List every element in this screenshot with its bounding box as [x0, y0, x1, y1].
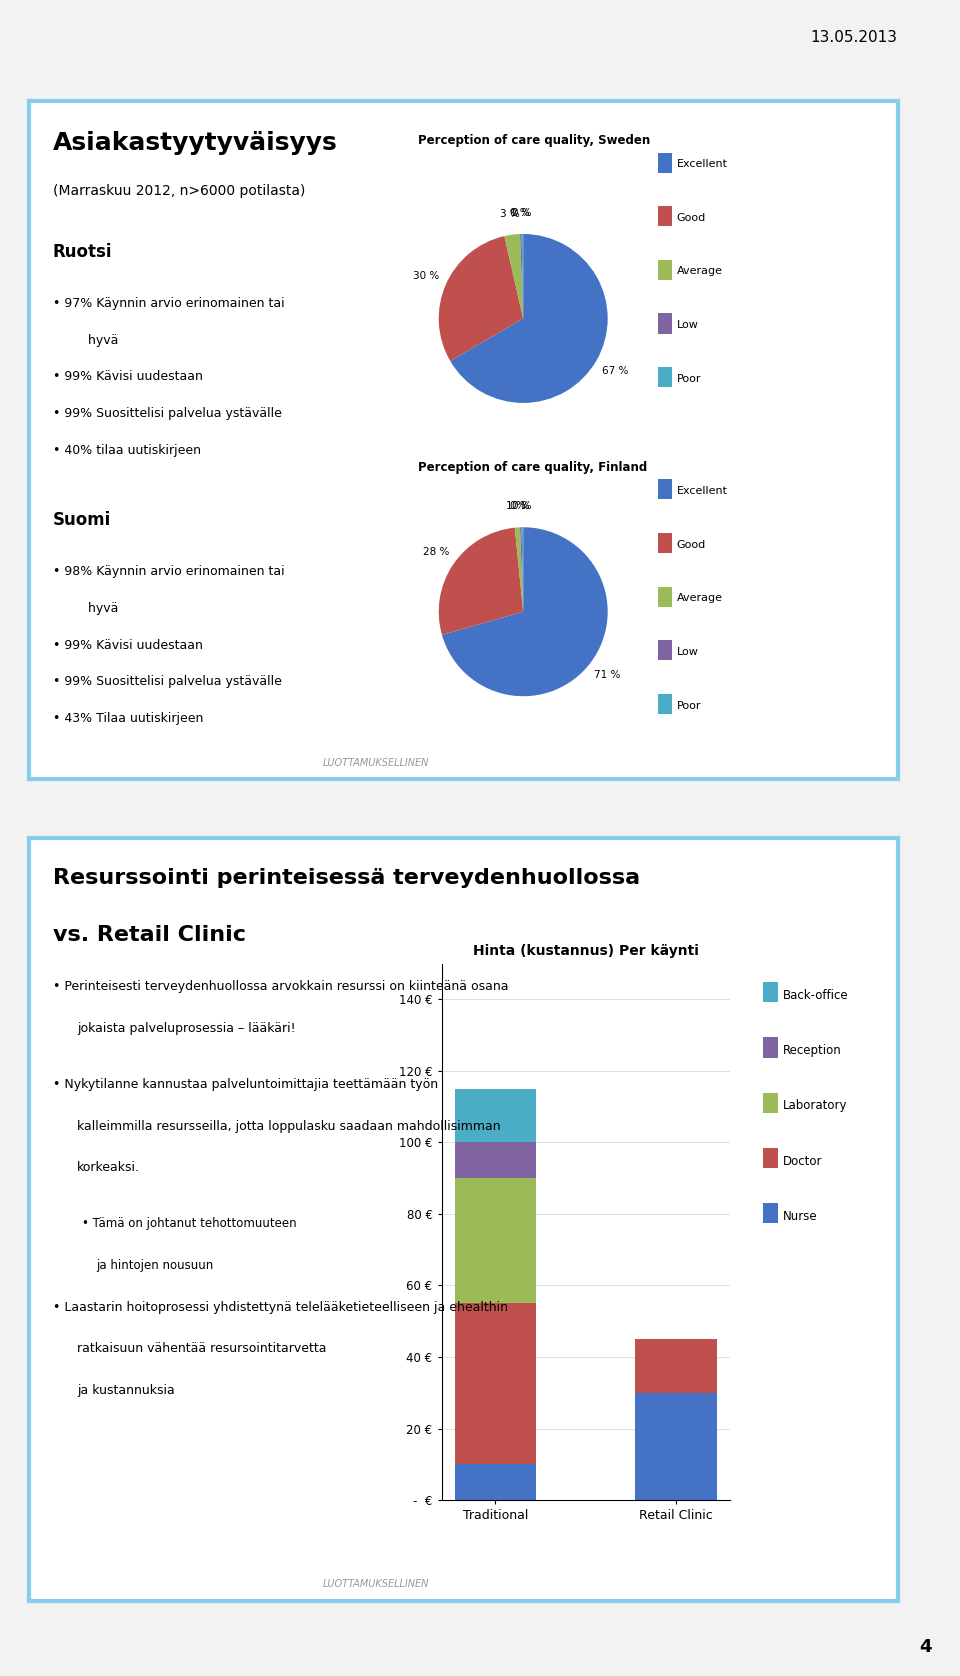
- Text: • Laastarin hoitoprosessi yhdistettynä telelääketieteelliseen ja ehealthin: • Laastarin hoitoprosessi yhdistettynä t…: [53, 1301, 508, 1314]
- Text: 13.05.2013: 13.05.2013: [810, 30, 898, 45]
- Text: Suomi: Suomi: [53, 511, 111, 530]
- Text: Poor: Poor: [677, 374, 702, 384]
- Title: Hinta (kustannus) Per käynti: Hinta (kustannus) Per käynti: [472, 944, 699, 959]
- Text: ja kustannuksia: ja kustannuksia: [77, 1384, 175, 1398]
- Bar: [455, 1178, 536, 1304]
- Wedge shape: [439, 236, 523, 360]
- Text: Good: Good: [677, 213, 706, 223]
- Text: 0 %: 0 %: [511, 208, 530, 218]
- Text: LUOTTAMUKSELLINEN: LUOTTAMUKSELLINEN: [324, 1579, 429, 1589]
- Text: Excellent: Excellent: [677, 159, 728, 169]
- Text: jokaista palveluprosessia – lääkäri!: jokaista palveluprosessia – lääkäri!: [77, 1022, 296, 1036]
- Text: Perception of care quality, Sweden: Perception of care quality, Sweden: [418, 134, 650, 147]
- Text: Low: Low: [677, 320, 699, 330]
- Text: • 43% Tilaa uutiskirjeen: • 43% Tilaa uutiskirjeen: [53, 712, 204, 726]
- Text: 0 %: 0 %: [513, 208, 532, 218]
- Text: Poor: Poor: [677, 701, 702, 711]
- Text: ja hintojen nousuun: ja hintojen nousuun: [96, 1259, 213, 1272]
- Wedge shape: [439, 528, 523, 635]
- Text: • Tämä on johtanut tehottomuuteen: • Tämä on johtanut tehottomuuteen: [82, 1217, 297, 1230]
- Text: • 97% Käynnin arvio erinomainen tai: • 97% Käynnin arvio erinomainen tai: [53, 297, 284, 310]
- Text: korkeaksi.: korkeaksi.: [77, 1161, 140, 1175]
- Bar: [455, 1465, 536, 1500]
- Text: 1 %: 1 %: [506, 501, 526, 511]
- Text: 30 %: 30 %: [413, 272, 440, 282]
- Text: 0 %: 0 %: [511, 501, 530, 511]
- Bar: [636, 1339, 716, 1393]
- Wedge shape: [520, 528, 523, 612]
- Text: Reception: Reception: [782, 1044, 841, 1058]
- Wedge shape: [504, 235, 523, 318]
- Text: • 99% Kävisi uudestaan: • 99% Kävisi uudestaan: [53, 370, 203, 384]
- Text: Laboratory: Laboratory: [782, 1099, 847, 1113]
- Text: (Marraskuu 2012, n>6000 potilasta): (Marraskuu 2012, n>6000 potilasta): [53, 184, 305, 198]
- Text: Asiakastyytyväisyys: Asiakastyytyväisyys: [53, 131, 338, 154]
- Bar: [455, 1304, 536, 1465]
- Text: Perception of care quality, Finland: Perception of care quality, Finland: [418, 461, 647, 474]
- Text: 3 %: 3 %: [499, 210, 519, 220]
- Wedge shape: [521, 528, 523, 612]
- Text: • Perinteisesti terveydenhuollossa arvokkain resurssi on kiinteänä osana: • Perinteisesti terveydenhuollossa arvok…: [53, 980, 508, 994]
- Text: Ruotsi: Ruotsi: [53, 243, 112, 261]
- Text: Doctor: Doctor: [782, 1155, 822, 1168]
- Text: hyvä: hyvä: [72, 602, 118, 615]
- Text: 0 %: 0 %: [513, 501, 532, 511]
- Text: Average: Average: [677, 593, 723, 603]
- Text: • 40% tilaa uutiskirjeen: • 40% tilaa uutiskirjeen: [53, 444, 201, 458]
- Text: Resurssointi perinteisessä terveydenhuollossa: Resurssointi perinteisessä terveydenhuol…: [53, 868, 640, 888]
- Text: Back-office: Back-office: [782, 989, 848, 1002]
- Text: Nurse: Nurse: [782, 1210, 817, 1223]
- Text: 71 %: 71 %: [594, 670, 621, 680]
- Bar: [455, 1143, 536, 1178]
- Text: kalleimmilla resursseilla, jotta loppulasku saadaan mahdollisimman: kalleimmilla resursseilla, jotta loppula…: [77, 1120, 500, 1133]
- Text: vs. Retail Clinic: vs. Retail Clinic: [53, 925, 246, 945]
- Text: Excellent: Excellent: [677, 486, 728, 496]
- Text: hyvä: hyvä: [72, 334, 118, 347]
- Text: ratkaisuun vähentää resursointitarvetta: ratkaisuun vähentää resursointitarvetta: [77, 1342, 326, 1356]
- Text: • 98% Käynnin arvio erinomainen tai: • 98% Käynnin arvio erinomainen tai: [53, 565, 284, 578]
- Bar: [455, 1089, 536, 1143]
- Text: Average: Average: [677, 266, 723, 277]
- Text: • 99% Suosittelisi palvelua ystävälle: • 99% Suosittelisi palvelua ystävälle: [53, 407, 281, 421]
- Text: • 99% Suosittelisi palvelua ystävälle: • 99% Suosittelisi palvelua ystävälle: [53, 675, 281, 689]
- Text: • 99% Kävisi uudestaan: • 99% Kävisi uudestaan: [53, 639, 203, 652]
- Wedge shape: [521, 235, 523, 318]
- Text: 4: 4: [919, 1637, 931, 1656]
- Wedge shape: [450, 235, 608, 402]
- Text: LUOTTAMUKSELLINEN: LUOTTAMUKSELLINEN: [324, 758, 429, 768]
- Text: 28 %: 28 %: [422, 548, 449, 558]
- Bar: [636, 1393, 716, 1500]
- Text: Low: Low: [677, 647, 699, 657]
- Wedge shape: [515, 528, 523, 612]
- Wedge shape: [442, 528, 608, 696]
- Text: • Nykytilanne kannustaa palveluntoimittajia teettämään työn: • Nykytilanne kannustaa palveluntoimitta…: [53, 1078, 438, 1091]
- Wedge shape: [520, 235, 523, 318]
- Text: 67 %: 67 %: [602, 365, 628, 375]
- Text: Good: Good: [677, 540, 706, 550]
